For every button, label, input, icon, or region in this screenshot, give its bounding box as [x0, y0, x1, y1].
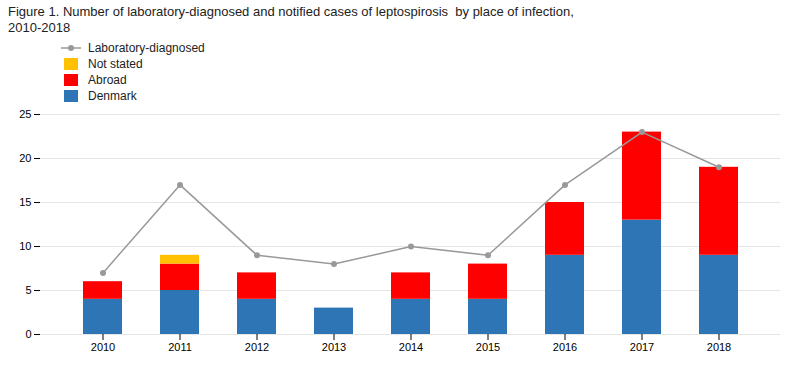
svg-text:0: 0 — [25, 328, 31, 340]
svg-text:2014: 2014 — [399, 341, 423, 353]
html-text:Abroad: Abroad — [88, 73, 127, 87]
svg-text:2010: 2010 — [91, 341, 115, 353]
svg-text:2015: 2015 — [476, 341, 500, 353]
html-text:Figure 1. Number of laboratory: Figure 1. Number of laboratory-diagnosed… — [8, 4, 574, 35]
svg-text:2012: 2012 — [245, 341, 269, 353]
html-text:Laboratory-diagnosed: Laboratory-diagnosed — [88, 41, 205, 55]
html-text:Not stated: Not stated — [88, 57, 143, 71]
svg-text:2017: 2017 — [630, 341, 654, 353]
svg-text:2018: 2018 — [707, 341, 731, 353]
svg-text:2011: 2011 — [168, 341, 192, 353]
svg-text:5: 5 — [25, 284, 31, 296]
svg-text:10: 10 — [19, 240, 31, 252]
svg-text:2013: 2013 — [322, 341, 346, 353]
html-text:Denmark: Denmark — [88, 89, 137, 103]
svg-text:20: 20 — [19, 152, 31, 164]
svg-text:2016: 2016 — [553, 341, 577, 353]
svg-text:25: 25 — [19, 108, 31, 120]
svg-text:15: 15 — [19, 196, 31, 208]
